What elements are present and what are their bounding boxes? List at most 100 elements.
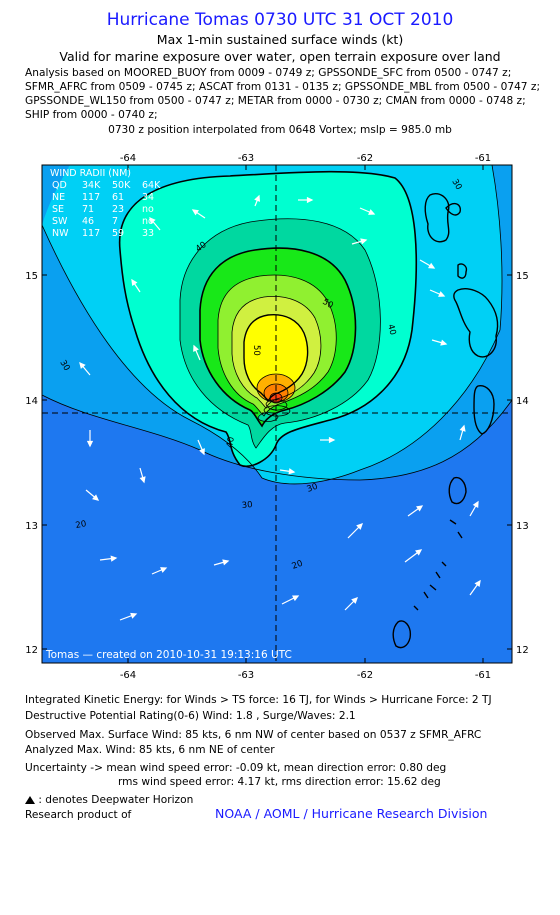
wind-vector-head [160, 567, 168, 573]
wind-vector-head [79, 361, 86, 369]
contour-label: 30 [449, 178, 463, 192]
contour-label: 30 [241, 500, 253, 511]
wind-vector-head [254, 194, 261, 202]
lat-tick-right: 13 [516, 521, 529, 532]
deepwater-label: : denotes Deepwater Horizon [38, 794, 194, 806]
position-note: 0730 z position interpolated from 0648 V… [108, 124, 452, 136]
lon-tick-bottom: -64 [120, 670, 136, 681]
wind-radii-cell: NW [52, 228, 69, 239]
wind-radii-cell: 59 [112, 228, 124, 239]
oil-rig-icon [25, 796, 35, 804]
island-dominica [457, 263, 468, 279]
contour-label: 20 [291, 559, 305, 572]
uncertainty-line-2: rms wind speed error: 4.17 kt, rms direc… [118, 776, 441, 788]
lat-tick-left: 12 [25, 645, 38, 656]
wind-radii-cell: no [142, 216, 154, 227]
island-st-vincent [448, 476, 467, 505]
contour-50 [179, 218, 381, 449]
lat-tick-left: 14 [25, 396, 38, 407]
lon-tick-top: -62 [357, 153, 373, 164]
contour-20 [42, 394, 512, 481]
wind-vector-head [360, 238, 368, 245]
wind-vector-head [191, 209, 199, 216]
contour-40 [118, 170, 418, 467]
uncertainty-line-1: Uncertainty -> mean wind speed error: -0… [25, 762, 447, 774]
wind-vector-head [351, 597, 358, 604]
island-st-lucia [473, 385, 495, 435]
wind-vector-head [306, 196, 314, 204]
wind-radii-header-cell: 34K [82, 180, 101, 191]
wind-vector-head [416, 505, 424, 512]
wind-radii-title: WIND RADII (NM) [50, 168, 131, 179]
lon-tick-bottom: -61 [475, 670, 491, 681]
ike-line: Integrated Kinetic Energy: for Winds > T… [25, 694, 492, 706]
wind-radii-cell: 71 [82, 204, 94, 215]
contour-label: 50 [321, 297, 335, 311]
lat-tick-right: 12 [516, 645, 529, 656]
wind-radii-cell: NE [52, 192, 65, 203]
contour-label: 30 [306, 482, 320, 495]
island-grenada [392, 620, 412, 649]
wind-radii-cell: 33 [142, 228, 154, 239]
island-grenadines [413, 519, 463, 611]
subtitle: Max 1-min sustained surface winds (kt) [156, 32, 404, 47]
wind-radii-cell: 117 [82, 228, 100, 239]
wind-radii-cell: 61 [112, 192, 124, 203]
analysis-sources: Analysis based on MOORED_BUOY from 0009 … [25, 66, 555, 122]
lon-tick-bottom: -63 [238, 670, 254, 681]
wind-field [42, 165, 512, 663]
analysis-line: SHIP from 0000 - 0740 z; [25, 109, 158, 121]
wind-vector-head [222, 559, 230, 566]
analysis-line: Analysis based on MOORED_BUOY from 0009 … [25, 67, 512, 79]
axis-labels: -64 -63 -62 -61 -64 -63 -62 -61 15 14 13… [25, 153, 528, 681]
observed-max-line: Observed Max. Surface Wind: 85 kts, 6 nm… [25, 729, 482, 741]
wind-radii-header-cell: 50K [112, 180, 131, 191]
wind-vector-head [438, 291, 446, 297]
wind-radii-header-cell: 64K [142, 180, 161, 191]
contour-labels: 40 50 40 50 30 40 30 30 20 20 30 [57, 178, 463, 572]
contour-70 [217, 274, 337, 417]
lon-tick-bottom: -62 [357, 670, 373, 681]
lat-tick-left: 13 [25, 521, 38, 532]
contour-50 [257, 412, 279, 423]
wind-vector-head [86, 440, 94, 448]
center-crosshair [42, 165, 512, 663]
wind-radii-cell: no [142, 204, 154, 215]
deepwater-legend: : denotes Deepwater Horizon [25, 794, 193, 806]
contour-label: 50 [251, 345, 261, 356]
wind-vector-head [459, 424, 466, 432]
lon-tick-top: -61 [475, 153, 491, 164]
wind-vector-head [139, 476, 146, 484]
island-martinique [453, 288, 499, 358]
analysis-line: GPSSONDE_WL150 from 0500 - 0747 z; METAR… [25, 95, 526, 107]
wind-vectors [79, 194, 481, 621]
lat-tick-right: 14 [516, 396, 529, 407]
noaa-link[interactable]: NOAA / AOML / Hurricane Research Divisio… [215, 806, 488, 821]
wind-vector-head [92, 494, 100, 501]
contour-60 [199, 247, 357, 428]
wind-vector-head [428, 262, 436, 269]
wind-radii-cell: 46 [82, 216, 94, 227]
wind-radii-cell: 34 [142, 192, 154, 203]
validity-note: Valid for marine exposure over water, op… [59, 49, 501, 64]
wind-vector-head [368, 209, 376, 215]
wind-radii-cell: 7 [112, 216, 118, 227]
contour-30 [42, 165, 503, 485]
dpr-line: Destructive Potential Rating(0-6) Wind: … [25, 710, 356, 722]
research-label: Research product of [25, 809, 132, 821]
islands [392, 193, 499, 649]
wind-map: 40 50 40 50 30 40 30 30 20 20 30 -64 -63… [25, 153, 528, 681]
wind-vector-head [131, 278, 138, 286]
wind-vector-head [472, 500, 479, 508]
map-frame [41, 164, 513, 664]
lon-tick-top: -64 [120, 153, 136, 164]
contour-lines [42, 165, 512, 485]
wind-vector-head [149, 216, 156, 224]
wind-vector-head [292, 595, 300, 602]
contour-120 [269, 392, 283, 404]
wind-vector-head [440, 339, 448, 346]
analysis-line: SFMR_AFRC from 0509 - 0745 z; ASCAT from… [25, 81, 541, 93]
wind-vector-head [328, 436, 336, 444]
contour-label: 20 [75, 519, 87, 531]
